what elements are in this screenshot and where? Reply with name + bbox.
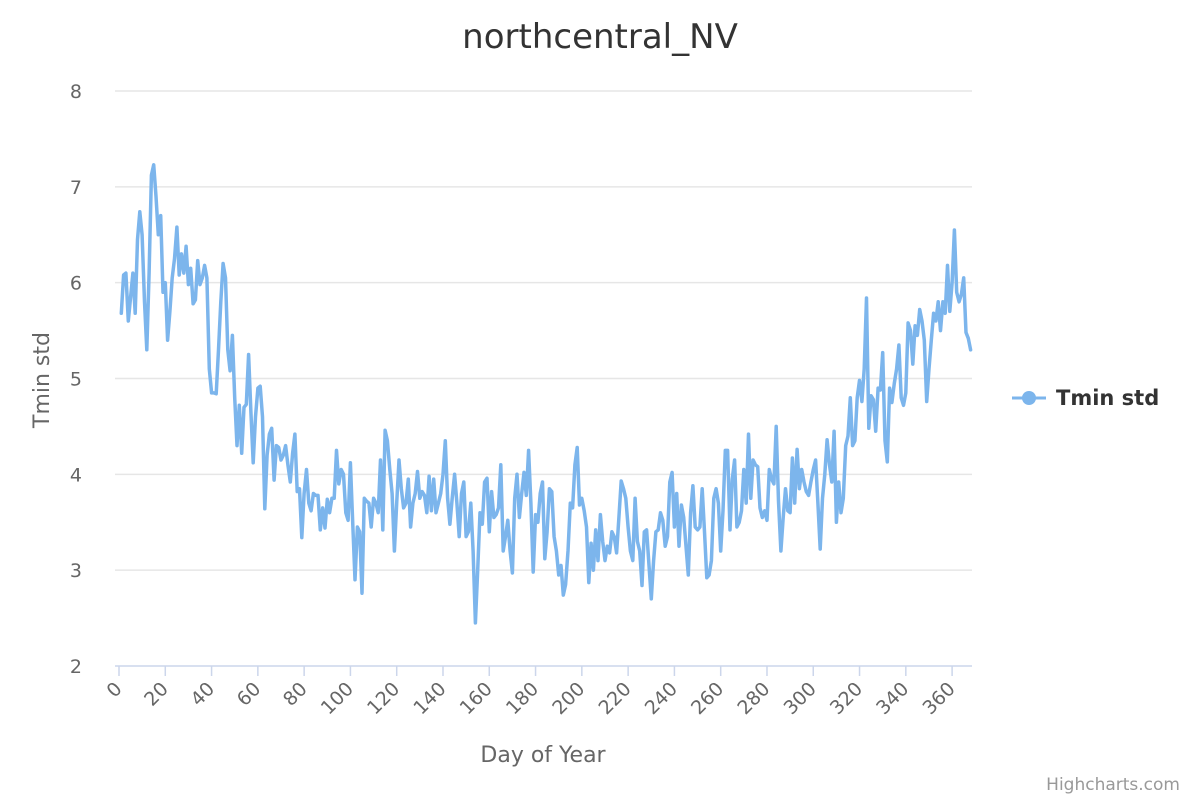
y-tick-label: 3 — [70, 560, 82, 582]
y-tick-label: 5 — [70, 369, 82, 391]
x-tick-label: 360 — [918, 678, 959, 719]
x-tick-label: 180 — [502, 678, 543, 719]
credits-link[interactable]: Highcharts.com — [1046, 775, 1180, 795]
grid-lines — [115, 90, 972, 571]
y-tick-label: 7 — [70, 177, 82, 199]
y-tick-label: 6 — [70, 273, 82, 295]
x-tick-label: 60 — [233, 678, 266, 711]
x-tick-label: 40 — [186, 678, 219, 711]
x-tick-label: 100 — [317, 678, 358, 719]
x-tick-label: 280 — [733, 678, 774, 719]
legend-marker-icon — [1022, 391, 1036, 405]
x-tick-label: 0 — [102, 678, 126, 702]
y-tick-label: 4 — [70, 464, 82, 486]
x-tick-label: 220 — [594, 678, 635, 719]
y-axis-ticks: 2 3 4 5 6 7 8 — [70, 81, 82, 678]
x-tick-label: 320 — [826, 678, 867, 719]
y-tick-label: 2 — [70, 656, 82, 678]
legend-item-label[interactable]: Tmin std — [1056, 386, 1159, 410]
y-tick-label: 8 — [70, 81, 82, 103]
x-tick-label: 20 — [140, 678, 173, 711]
x-tick-label: 260 — [687, 678, 728, 719]
x-tick-label: 80 — [279, 678, 312, 711]
chart-title: northcentral_NV — [462, 17, 738, 57]
x-tick-label: 240 — [641, 678, 682, 719]
series-group — [119, 163, 973, 625]
x-tick-label: 120 — [363, 678, 404, 719]
x-tick-label: 140 — [409, 678, 450, 719]
x-tick-label: 200 — [548, 678, 589, 719]
x-tick-label: 340 — [872, 678, 913, 719]
y-axis-title: Tmin std — [30, 332, 55, 429]
x-tick-label: 160 — [456, 678, 497, 719]
x-axis-title: Day of Year — [480, 743, 606, 768]
legend[interactable]: Tmin std — [1012, 386, 1159, 410]
series-line-0[interactable] — [119, 163, 973, 625]
x-tick-label: 300 — [780, 678, 821, 719]
x-axis-ticks: 0 20 40 60 80 100 120 140 160 180 200 220 240 260 280 3… — [102, 666, 960, 719]
